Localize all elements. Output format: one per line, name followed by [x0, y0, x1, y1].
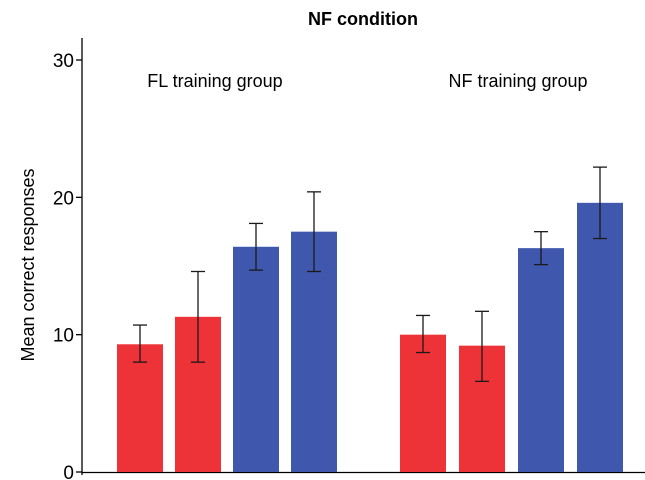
bar	[117, 344, 163, 472]
bars-layer	[117, 202, 623, 472]
bar	[233, 246, 279, 472]
bar	[577, 202, 623, 472]
bar	[518, 248, 564, 472]
y-axis-ticks: 0 10 20 30	[53, 51, 82, 480]
group-label: FL training group	[147, 71, 282, 91]
bar	[400, 334, 446, 472]
y-tick-label: 20	[53, 188, 74, 209]
y-tick-label: 30	[53, 51, 74, 72]
y-tick-label: 10	[53, 326, 74, 347]
group-label: NF training group	[448, 71, 587, 91]
y-axis-label: Mean correct responses	[18, 168, 38, 361]
error-bars-layer	[133, 166, 607, 383]
group-labels: FL training group NF training group	[147, 71, 587, 91]
y-tick-label: 0	[63, 463, 74, 480]
chart-title: NF condition	[308, 9, 418, 29]
